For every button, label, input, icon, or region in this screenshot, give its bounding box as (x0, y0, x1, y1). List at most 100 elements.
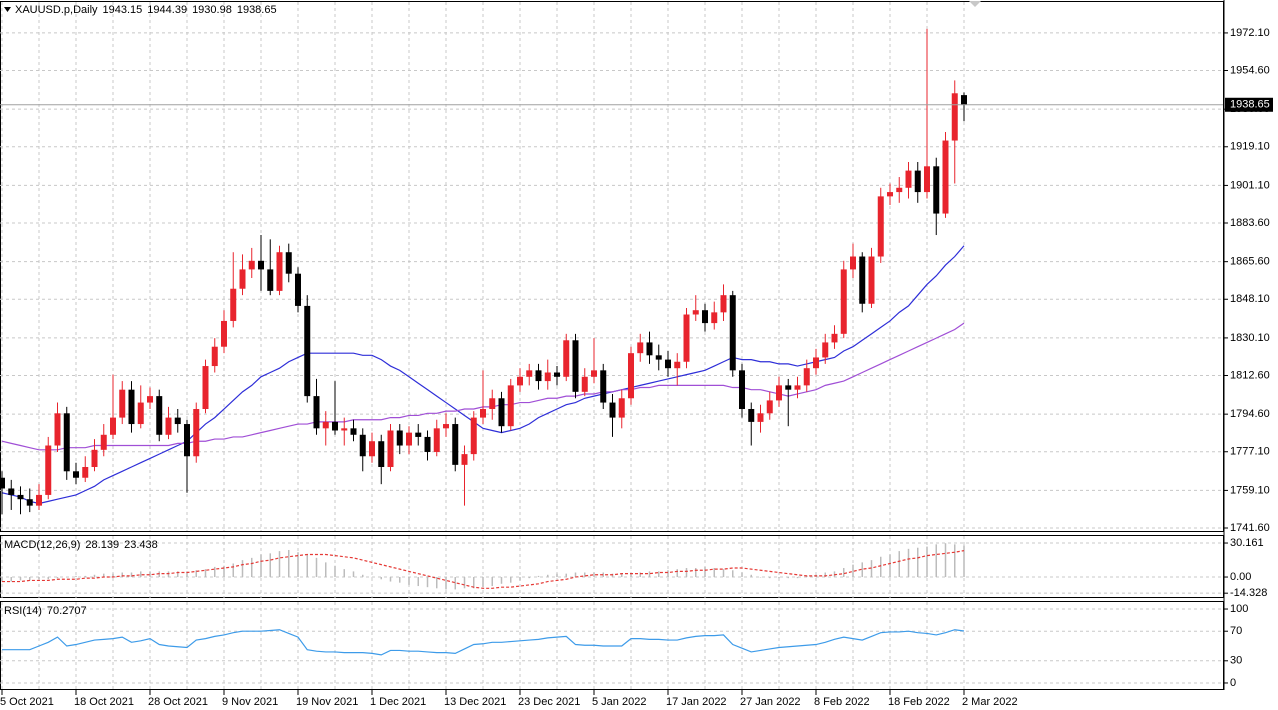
candle-body (295, 273, 301, 306)
candle-body (933, 166, 940, 214)
macd-bar (19, 577, 22, 581)
macd-bar (944, 543, 947, 578)
macd-bar (630, 573, 632, 578)
rsi-pane-border (0, 601, 1224, 690)
candle-body (276, 252, 283, 291)
macd-bar (75, 575, 77, 578)
candle-body (840, 269, 847, 334)
macd-bar (593, 572, 595, 578)
main-pane-border (0, 1, 1224, 532)
candle-body (137, 402, 144, 425)
macd-bar (223, 565, 225, 578)
candle-body (748, 409, 755, 422)
candle-body (461, 454, 468, 465)
macd-bar (741, 572, 743, 578)
candle-body (350, 428, 357, 435)
candle-body (45, 445, 52, 495)
candle-body (36, 494, 42, 506)
candle-body (877, 196, 884, 257)
chart-shift-marker (969, 1, 981, 7)
macd-bar (704, 566, 706, 578)
candle-body (369, 441, 375, 457)
candle-body (73, 471, 79, 478)
macd-bar (177, 571, 179, 578)
x-tick-label: 19 Nov 2021 (296, 696, 358, 708)
moving-average (1, 245, 965, 505)
macd-bar (389, 577, 392, 582)
candle-body (702, 310, 708, 324)
candle-body (415, 432, 422, 437)
current-price-label: 1938.65 (1230, 99, 1270, 111)
candle-body (896, 187, 903, 193)
candle-body (831, 333, 838, 343)
macd-bar (315, 557, 318, 578)
macd-bar (954, 544, 956, 578)
y-tick-label: 1883.60 (1230, 217, 1270, 229)
y-tick-label: 1759.10 (1230, 484, 1270, 496)
macd-bar (47, 577, 49, 580)
header-value: 70.2707 (47, 605, 87, 617)
macd-bar (130, 572, 133, 578)
candle-body (91, 449, 98, 467)
y-tick-label: 1954.60 (1230, 64, 1270, 76)
candle-body (230, 288, 237, 321)
macd-bar (796, 577, 799, 579)
macd-bar (66, 577, 68, 578)
macd-bar (352, 571, 355, 578)
macd-bar (1, 577, 3, 582)
candle-body (239, 269, 246, 289)
macd-bar (676, 569, 678, 578)
candle-body (776, 385, 782, 401)
x-tick-label: 5 Oct 2021 (0, 696, 54, 708)
candle-body (757, 413, 764, 422)
candle-body (63, 413, 70, 472)
macd-bar (297, 552, 299, 578)
macd-bar (445, 577, 447, 590)
y-tick-label: 1865.60 (1230, 256, 1270, 268)
macd-bar (288, 549, 290, 578)
x-tick-label: 23 Dec 2021 (518, 696, 580, 708)
macd-bar (695, 568, 697, 578)
macd-bar (963, 545, 965, 578)
macd-bar (778, 577, 780, 579)
macd-bar (685, 568, 688, 578)
candle-body (406, 432, 412, 446)
candle-body (332, 421, 338, 431)
macd-bar (380, 577, 382, 580)
macd-bar (278, 551, 281, 578)
macd-bar (149, 571, 151, 578)
header-value: 1938.65 (237, 4, 277, 16)
candle-body (165, 417, 172, 435)
macd-bar (38, 577, 40, 580)
candle-body (8, 488, 15, 495)
y-tick-label: 30 (1230, 655, 1242, 667)
candle-body (452, 424, 459, 465)
macd-bar (621, 573, 623, 578)
candle-body (813, 357, 819, 369)
candle-body (572, 340, 579, 392)
macd-bar (556, 573, 558, 578)
x-tick-label: 8 Feb 2022 (814, 696, 870, 708)
candle-body (184, 424, 190, 457)
y-tick-label: 30.161 (1230, 537, 1264, 549)
macd-bar (510, 577, 512, 583)
macd-bar (306, 554, 308, 578)
y-tick-label: 0.00 (1230, 571, 1251, 583)
candle-body (868, 256, 875, 304)
candle-body (110, 417, 116, 435)
candle-body (517, 376, 523, 386)
macd-bar (667, 570, 669, 578)
macd-bar (454, 577, 456, 590)
x-tick-label: 9 Nov 2021 (222, 696, 278, 708)
candle-body (581, 376, 588, 392)
macd-bar (112, 573, 114, 578)
macd-bar (260, 554, 262, 578)
macd-bar (537, 575, 540, 578)
macd-bar (528, 577, 530, 579)
candle-body (655, 355, 662, 360)
macd-bar (241, 560, 244, 578)
macd-bar (204, 569, 207, 578)
candle-body (54, 413, 61, 446)
macd-bar (584, 572, 586, 578)
header-value: 1930.98 (192, 4, 232, 16)
